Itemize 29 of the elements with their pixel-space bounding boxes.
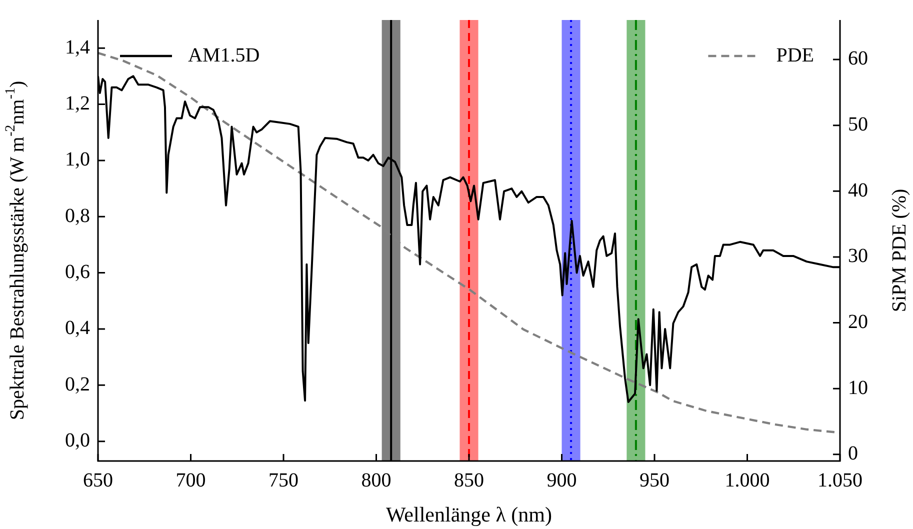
y2-tick-label: 10 — [848, 376, 868, 399]
y-tick-label: 1,0 — [65, 148, 90, 171]
y2-tick-label: 0 — [848, 442, 858, 465]
y-tick-label: 0,2 — [65, 373, 90, 396]
y-tick-label: 0,4 — [65, 317, 90, 340]
legend-label: AM1.5D — [188, 44, 260, 66]
x-tick-label: 650 — [83, 469, 113, 492]
y-tick-label: 1,4 — [65, 36, 90, 58]
x-tick-label: 1.050 — [818, 469, 862, 492]
x-tick-label: 1.000 — [724, 469, 770, 492]
y2-axis-title: SiPM PDE (%) — [888, 188, 910, 312]
y2-tick-label: 50 — [848, 114, 868, 136]
y-tick-label: 1,2 — [65, 92, 90, 115]
legend-label: PDE — [776, 44, 814, 66]
y2-tick-label: 20 — [848, 311, 868, 334]
y-tick-label: 0,0 — [65, 430, 90, 452]
x-tick-label: 700 — [176, 469, 206, 492]
x-tick-label: 800 — [361, 469, 392, 492]
y2-tick-label: 30 — [848, 245, 868, 268]
y-tick-label: 0,8 — [65, 204, 90, 227]
x-axis-title: Wellenlänge λ (nm) — [386, 502, 552, 527]
y2-tick-label: 60 — [848, 48, 868, 70]
x-tick-label: 750 — [268, 469, 298, 492]
x-tick-label: 950 — [640, 469, 670, 492]
y-axis-title: Spektrale Bestrahlungsstärke (W m-2nm-1) — [4, 80, 28, 420]
y-tick-label: 0,6 — [65, 261, 90, 284]
y2-tick-label: 40 — [848, 179, 868, 202]
x-tick-label: 850 — [454, 469, 484, 492]
x-tick-label: 900 — [546, 469, 577, 492]
